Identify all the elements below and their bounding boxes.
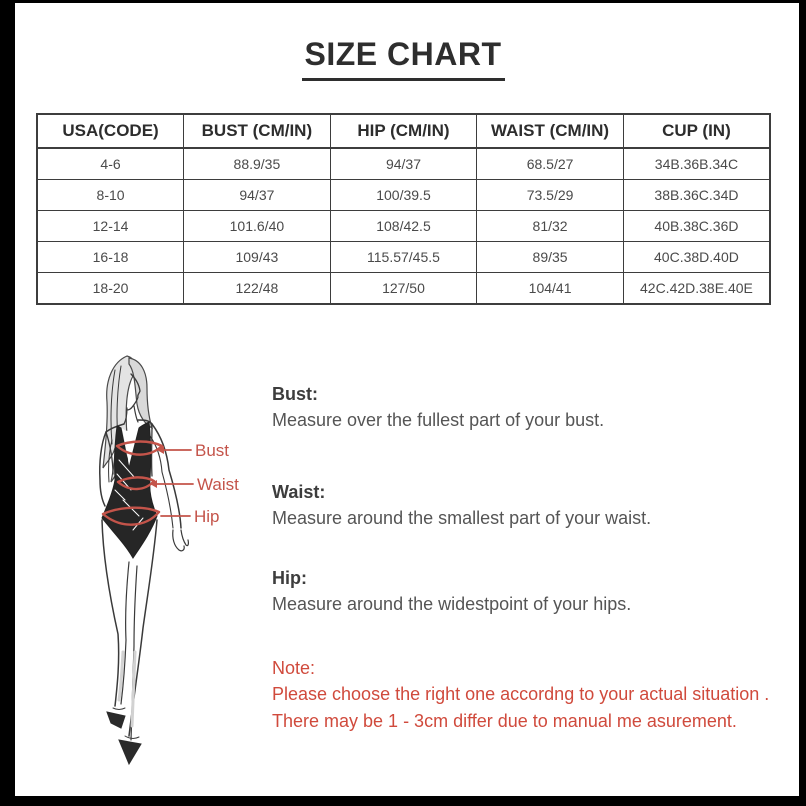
size-cell: 122/48 <box>183 272 331 305</box>
size-cell: 127/50 <box>329 272 478 305</box>
size-table-header: USA(CODE) BUST (CM/IN) HIP (CM/IN) WAIST… <box>36 113 771 149</box>
size-cell: 94/37 <box>183 179 331 211</box>
swimsuit-vneck-skin <box>122 428 138 464</box>
size-cell: 100/39.5 <box>329 179 478 211</box>
size-cell: 89/35 <box>476 241 624 273</box>
waist-section: Waist: Measure around the smallest part … <box>272 480 782 531</box>
col-header-waist: WAIST (CM/IN) <box>476 113 624 149</box>
face <box>126 373 141 411</box>
col-header-cup: CUP (IN) <box>622 113 771 149</box>
table-row: 12-14 101.6/40 108/42.5 81/32 40B.38C.36… <box>36 210 771 242</box>
neck <box>123 405 139 425</box>
figure-labels: Bust Waist Hip <box>194 441 239 526</box>
size-cell: 34B.36B.34C <box>622 147 771 180</box>
size-cell: 40C.38D.40D <box>622 241 771 273</box>
col-header-bust: BUST (CM/IN) <box>183 113 331 149</box>
size-cell: 18-20 <box>36 272 185 305</box>
torso-sides <box>105 423 153 477</box>
table-row: 18-20 122/48 127/50 104/41 42C.42D.38E.4… <box>36 272 771 305</box>
size-cell: 12-14 <box>36 210 185 242</box>
note-section: Note: Please choose the right one accord… <box>272 656 782 735</box>
hip-text: Measure around the widestpoint of your h… <box>272 594 632 614</box>
table-row: 8-10 94/37 100/39.5 73.5/29 38B.36C.34D <box>36 179 771 211</box>
size-cell: 73.5/29 <box>476 179 624 211</box>
page-title: SIZE CHART <box>301 36 505 81</box>
size-cell: 108/42.5 <box>329 210 478 242</box>
arm-left <box>99 431 107 507</box>
header-row: USA(CODE) BUST (CM/IN) HIP (CM/IN) WAIST… <box>36 113 771 149</box>
shoe-right <box>118 739 142 766</box>
note-line-1: Please choose the right one accordng to … <box>272 684 770 704</box>
bust-heading: Bust: <box>272 384 318 404</box>
measurement-figure: Bust Waist Hip <box>99 355 239 766</box>
waist-figure-label: Waist <box>197 475 239 494</box>
measurement-bands <box>101 440 194 526</box>
leg-left-inner <box>120 561 130 705</box>
woman-sketch <box>99 355 189 766</box>
bust-figure-label: Bust <box>195 441 229 460</box>
bust-arrowhead <box>157 446 164 454</box>
waist-heading: Waist: <box>272 482 326 502</box>
hair-right <box>128 357 154 430</box>
size-cell: 81/32 <box>476 210 624 242</box>
waist-text: Measure around the smallest part of your… <box>272 508 652 528</box>
ankle-straps <box>112 707 140 739</box>
bust-section: Bust: Measure over the fullest part of y… <box>272 382 782 433</box>
arm-right <box>151 423 182 529</box>
hip-section: Hip: Measure around the widestpoint of y… <box>272 566 782 617</box>
arm-left-inner <box>108 439 113 483</box>
size-table-body: 4-6 88.9/35 94/37 68.5/27 34B.36B.34C 8-… <box>36 147 771 305</box>
size-table: USA(CODE) BUST (CM/IN) HIP (CM/IN) WAIST… <box>36 113 771 305</box>
hip-figure-label: Hip <box>194 507 220 526</box>
size-cell: 16-18 <box>36 241 185 273</box>
title-wrap: SIZE CHART <box>0 36 806 81</box>
shoe-left <box>106 711 126 729</box>
hand-right <box>172 529 189 552</box>
size-cell: 88.9/35 <box>183 147 331 180</box>
size-cell: 40B.38C.36D <box>622 210 771 242</box>
waist-arrowhead <box>150 480 157 488</box>
bust-text: Measure over the fullest part of your bu… <box>272 410 605 430</box>
note-line-2: There may be 1 - 3cm differ due to manua… <box>272 711 737 731</box>
calf-shading <box>117 650 137 728</box>
size-cell: 104/41 <box>476 272 624 305</box>
note-heading: Note: <box>272 658 316 678</box>
col-header-hip: HIP (CM/IN) <box>329 113 478 149</box>
leg-left-outer <box>101 519 120 707</box>
swimsuit <box>101 421 158 559</box>
size-cell: 68.5/27 <box>476 147 624 180</box>
col-header-usa: USA(CODE) <box>36 113 185 149</box>
size-cell: 101.6/40 <box>183 210 331 242</box>
bust-band <box>115 440 164 456</box>
size-cell: 109/43 <box>183 241 331 273</box>
arm-right-inner <box>149 435 174 529</box>
table-row: 4-6 88.9/35 94/37 68.5/27 34B.36B.34C <box>36 147 771 180</box>
size-cell: 115.57/45.5 <box>329 241 478 273</box>
hip-heading: Hip: <box>272 568 307 588</box>
size-cell: 94/37 <box>329 147 478 180</box>
size-cell: 38B.36C.34D <box>622 179 771 211</box>
hip-band <box>101 506 161 526</box>
table-row: 16-18 109/43 115.57/45.5 89/35 40C.38D.4… <box>36 241 771 273</box>
size-cell: 8-10 <box>36 179 185 211</box>
size-cell: 42C.42D.38E.40E <box>622 272 771 305</box>
shoulders <box>105 419 153 433</box>
size-cell: 4-6 <box>36 147 185 180</box>
